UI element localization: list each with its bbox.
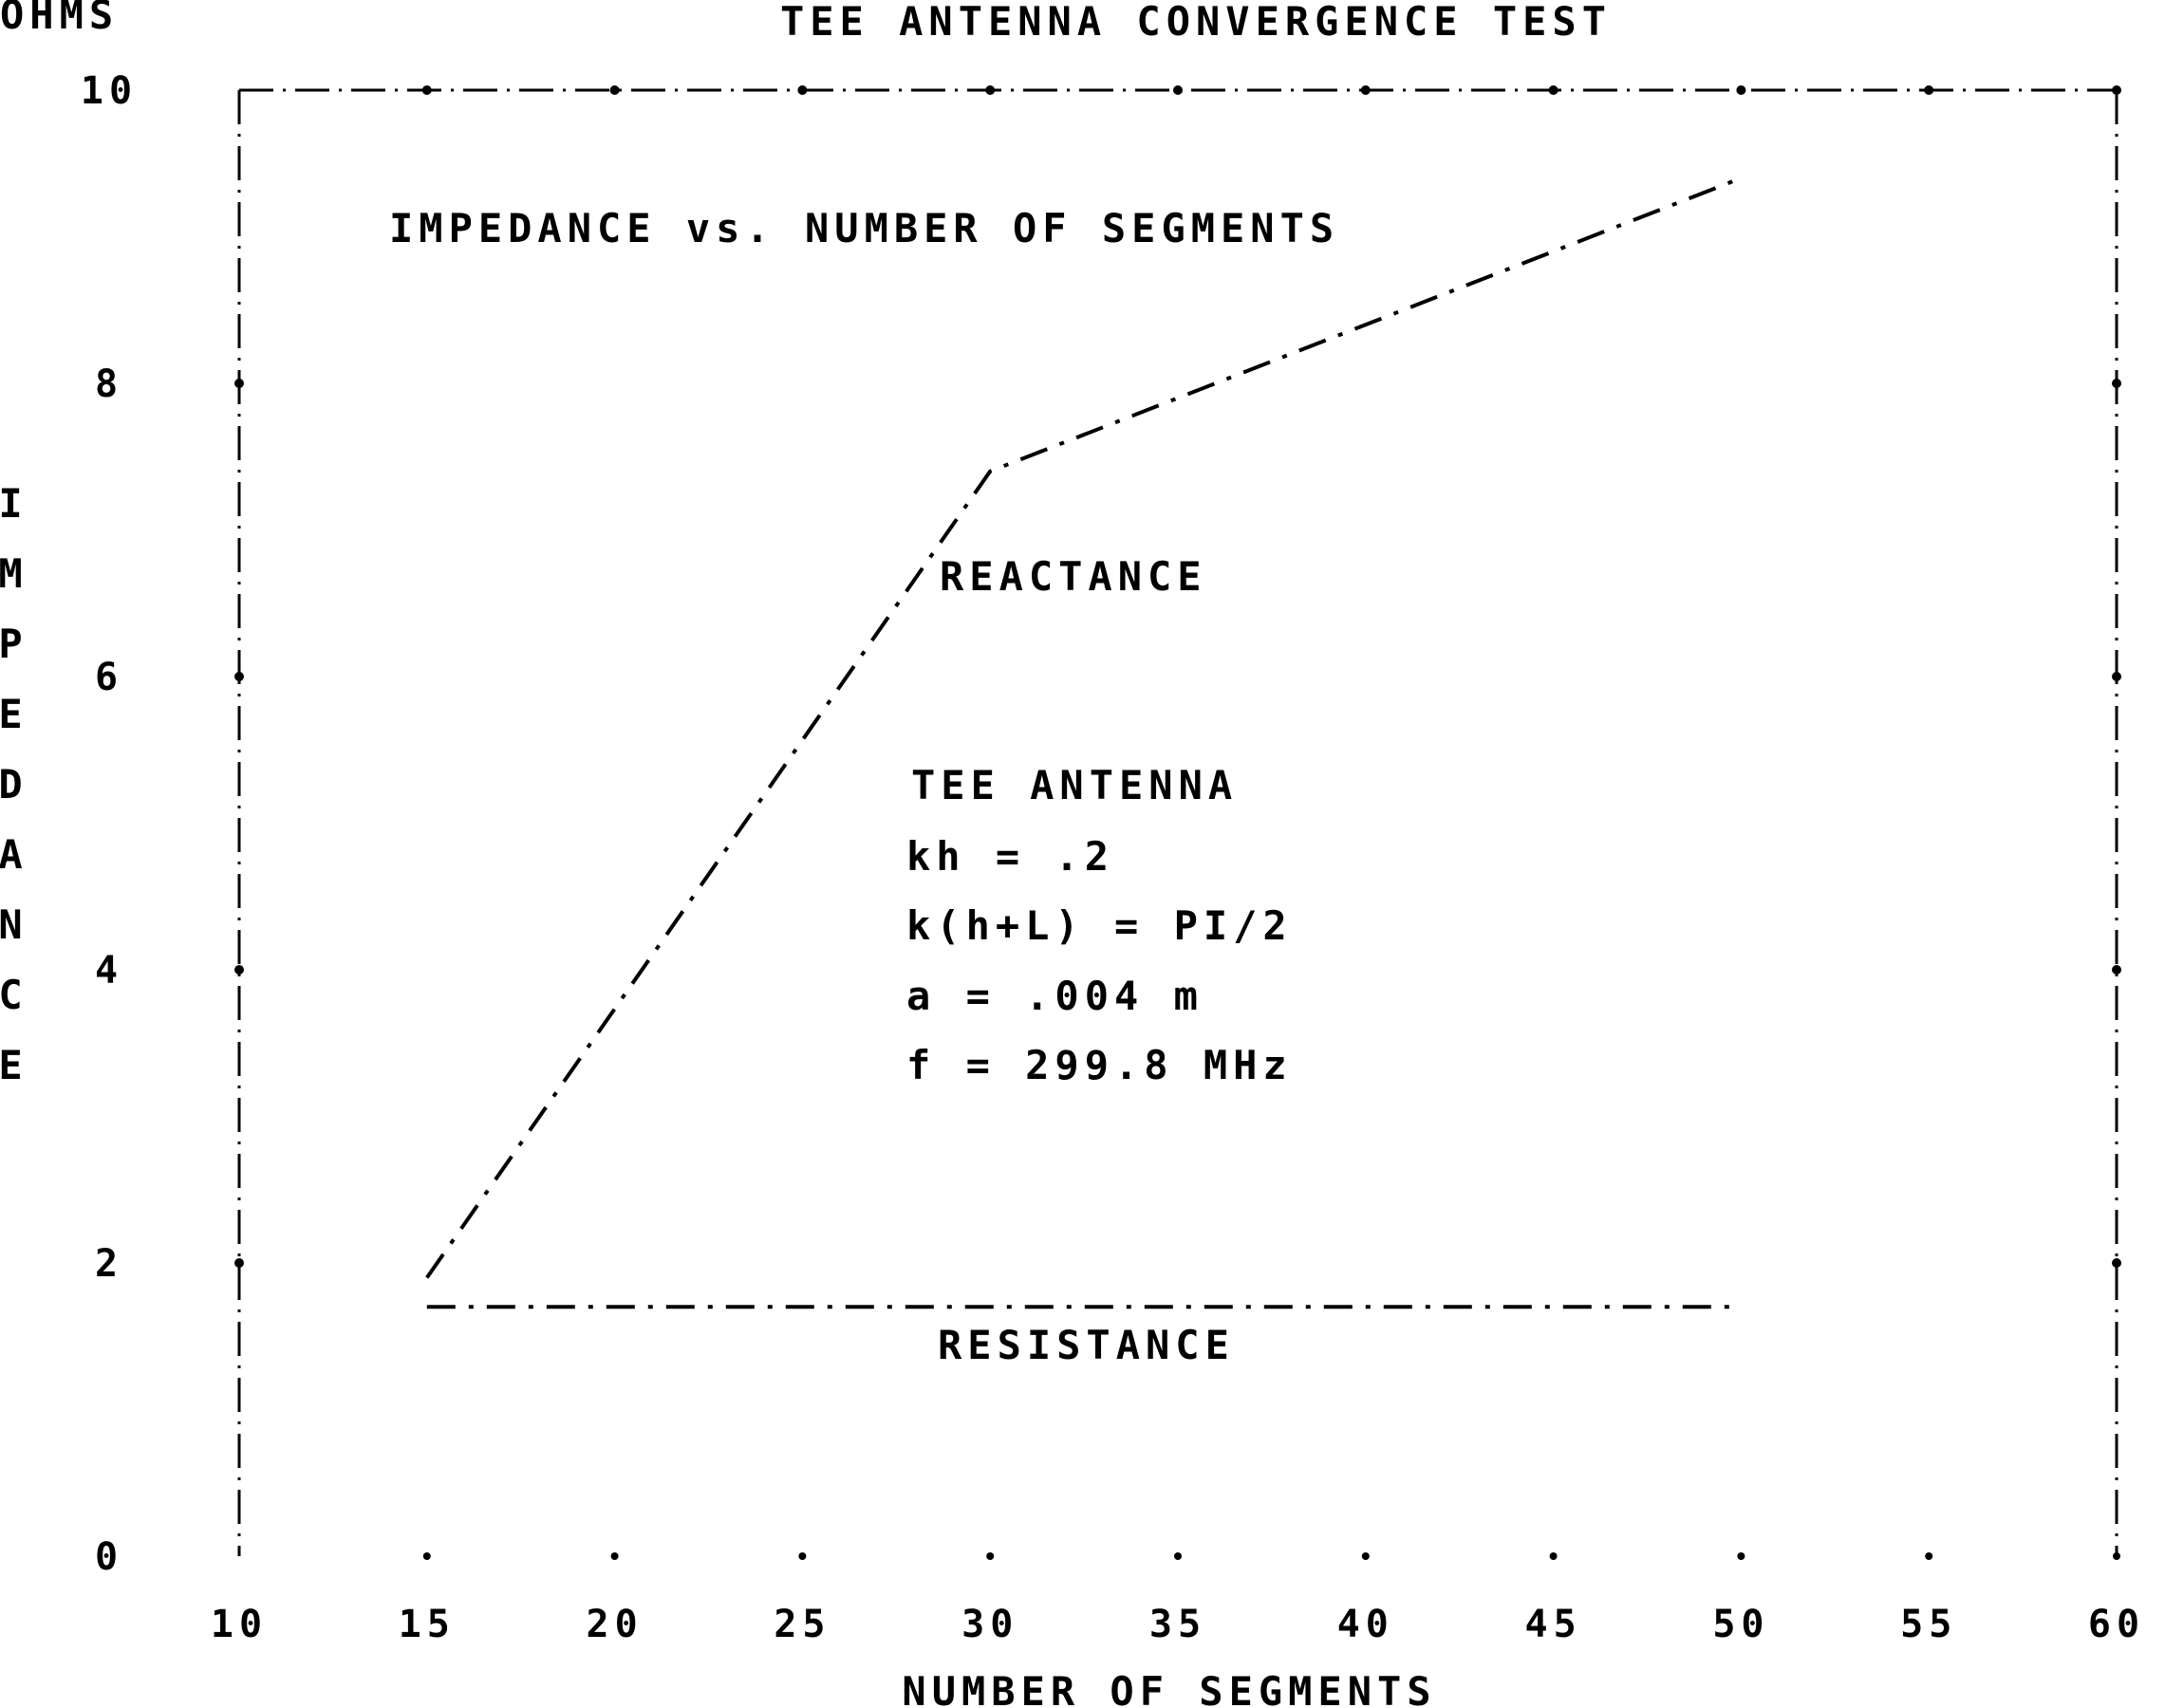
x-tick-mark-top — [1173, 85, 1183, 95]
x-tick-mark-bottom — [2113, 1552, 2120, 1560]
x-tick-mark-top — [1360, 85, 1371, 95]
y-axis-label-letter: N — [0, 901, 28, 948]
y-tick-label: 2 — [95, 1242, 123, 1286]
y-tick-label: 4 — [95, 949, 123, 993]
y-unit-label: OHMS — [0, 0, 119, 38]
x-tick-mark-bottom — [1737, 1552, 1745, 1560]
series-line-reactance — [425, 176, 1743, 1279]
x-tick-label: 60 — [2088, 1603, 2145, 1646]
x-tick-mark-bottom — [986, 1552, 995, 1560]
series-layer — [425, 176, 1743, 1309]
series-label-resistance: RESISTANCE — [938, 1322, 1235, 1368]
y-axis-label-letter: P — [0, 621, 28, 667]
y-tick-mark-right — [2112, 379, 2121, 388]
y-tick-mark-left — [234, 672, 244, 681]
x-tick-label: 40 — [1337, 1603, 1394, 1646]
x-tick-label: 25 — [774, 1603, 831, 1646]
y-tick-mark-right — [2112, 1258, 2121, 1268]
x-tick-mark-bottom — [1361, 1552, 1370, 1560]
x-tick-mark-top — [609, 85, 620, 95]
annotation-line: kh = .2 — [906, 833, 1114, 880]
x-tick-label: 50 — [1712, 1603, 1769, 1646]
chart-title: TEE ANTENNA CONVERGENCE TEST — [780, 0, 1612, 45]
x-tick-mark-top — [1924, 85, 1934, 95]
y-tick-label: 6 — [95, 656, 123, 699]
y-axis-label-letter: E — [0, 1042, 28, 1088]
x-tick-mark-top — [985, 85, 996, 95]
y-tick-mark-right — [2112, 965, 2121, 975]
x-tick-mark-bottom — [422, 1552, 431, 1560]
y-axis-label-letter: D — [0, 761, 28, 808]
chart-subtitle: IMPEDANCE vs. NUMBER OF SEGMENTS — [389, 205, 1339, 251]
x-tick-mark-top — [1736, 85, 1746, 95]
x-tick-label: 55 — [1900, 1603, 1957, 1646]
x-axis-label: NUMBER OF SEGMENTS — [902, 1668, 1436, 1708]
x-tick-label: 20 — [587, 1603, 644, 1646]
y-axis-label-letter: E — [0, 691, 28, 737]
x-tick-label: 30 — [961, 1603, 1018, 1646]
y-tick-mark-left — [234, 1258, 244, 1268]
annotation-line: a = .004 m — [906, 973, 1204, 1019]
x-tick-label: 35 — [1149, 1603, 1206, 1646]
y-axis-label-letter: I — [0, 480, 28, 527]
annotation-line: TEE ANTENNA — [911, 762, 1238, 808]
y-tick-label: 8 — [95, 362, 123, 406]
x-tick-mark-top — [2112, 85, 2121, 95]
x-tick-mark-top — [1548, 85, 1558, 95]
y-tick-mark-left — [234, 379, 244, 388]
y-tick-label: 0 — [95, 1535, 123, 1579]
x-tick-mark-bottom — [1925, 1552, 1933, 1560]
x-tick-label: 15 — [399, 1603, 456, 1646]
series-label-reactance: REACTANCE — [940, 553, 1207, 600]
x-tick-mark-bottom — [1549, 1552, 1558, 1560]
x-tick-mark-bottom — [798, 1552, 807, 1560]
y-tick-label: 10 — [81, 69, 138, 113]
x-tick-mark-bottom — [610, 1552, 619, 1560]
annotation-line: f = 299.8 MHz — [906, 1042, 1293, 1088]
annotation-block: TEE ANTENNA kh = .2 k(h+L) = PI/2 a = .0… — [906, 762, 1293, 1088]
y-axis-label-letter: M — [0, 550, 28, 597]
x-tick-mark-top — [797, 85, 808, 95]
y-tick-mark-right — [2112, 672, 2121, 681]
y-axis-label-letter: C — [0, 972, 28, 1018]
annotation-line: k(h+L) = PI/2 — [906, 902, 1293, 949]
x-tick-label: 10 — [211, 1603, 268, 1646]
y-axis-label-letter: A — [0, 831, 28, 878]
tick-layer: 10 15 20 25 30 35 40 45 50 55 60 0 2 4 6 8 10 — [81, 69, 2145, 1646]
x-tick-mark-top — [421, 85, 432, 95]
plot-frame — [237, 88, 2118, 1556]
x-tick-mark-bottom — [1174, 1552, 1182, 1560]
x-tick-label: 45 — [1525, 1603, 1582, 1646]
y-tick-mark-left — [234, 965, 244, 975]
